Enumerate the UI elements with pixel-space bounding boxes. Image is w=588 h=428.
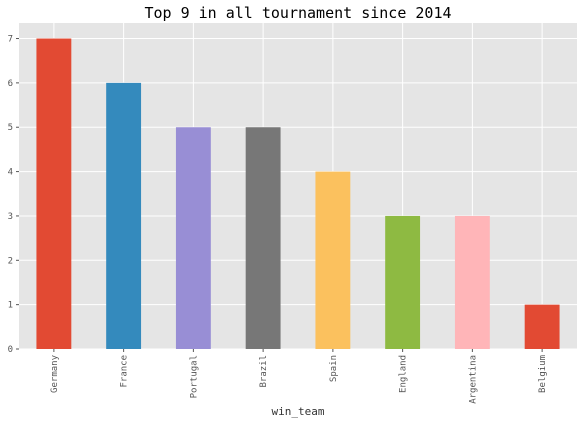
bar-spain <box>315 171 351 349</box>
y-tick-label: 7 <box>8 35 13 45</box>
y-tick-label: 6 <box>8 79 13 89</box>
x-tick-label: Brazil <box>259 355 269 388</box>
y-tick-label: 0 <box>8 345 13 355</box>
x-tick-label: Belgium <box>538 355 548 393</box>
bar-brazil <box>245 127 281 349</box>
bar-argentina <box>454 215 490 349</box>
chart-title: Top 9 in all tournament since 2014 <box>144 4 451 22</box>
plot-background <box>19 23 577 349</box>
x-tick-label: England <box>399 355 409 393</box>
x-tick-label: Spain <box>329 355 339 382</box>
y-tick-label: 2 <box>8 256 13 266</box>
x-axis-label: win_team <box>272 405 325 418</box>
bar-portugal <box>175 127 211 349</box>
y-tick-label: 3 <box>8 212 13 222</box>
x-tick-label: Argentina <box>468 355 478 404</box>
bar-belgium <box>524 304 560 349</box>
y-tick-label: 1 <box>8 301 13 311</box>
x-tick-label: Portugal <box>189 355 199 398</box>
x-tick-label: France <box>120 355 130 388</box>
y-axis-ticks: 0 1 2 3 4 5 6 7 <box>8 35 19 355</box>
bars <box>36 38 560 350</box>
y-tick-label: 5 <box>8 123 13 133</box>
x-tick-label: Germany <box>50 354 60 393</box>
y-tick-label: 4 <box>8 168 13 178</box>
bar-france <box>106 82 142 349</box>
bar-germany <box>36 38 72 350</box>
x-axis-ticks: Germany France Portugal Brazil Spain England A… <box>50 349 548 404</box>
bar-england <box>385 215 421 349</box>
